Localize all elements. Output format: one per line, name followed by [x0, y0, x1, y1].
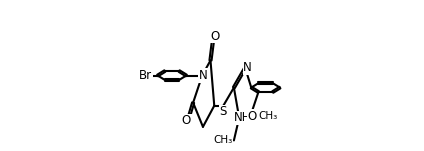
Text: O: O — [248, 110, 257, 123]
Text: CH₃: CH₃ — [259, 111, 278, 121]
Text: CH₃: CH₃ — [213, 135, 232, 145]
Text: S: S — [220, 105, 227, 118]
Text: N: N — [243, 61, 252, 74]
Text: Br: Br — [139, 69, 152, 82]
Text: O: O — [182, 114, 191, 127]
Text: N: N — [198, 69, 207, 82]
Text: NH: NH — [234, 111, 251, 124]
Text: O: O — [210, 30, 220, 43]
Text: Me: Me — [213, 134, 230, 147]
